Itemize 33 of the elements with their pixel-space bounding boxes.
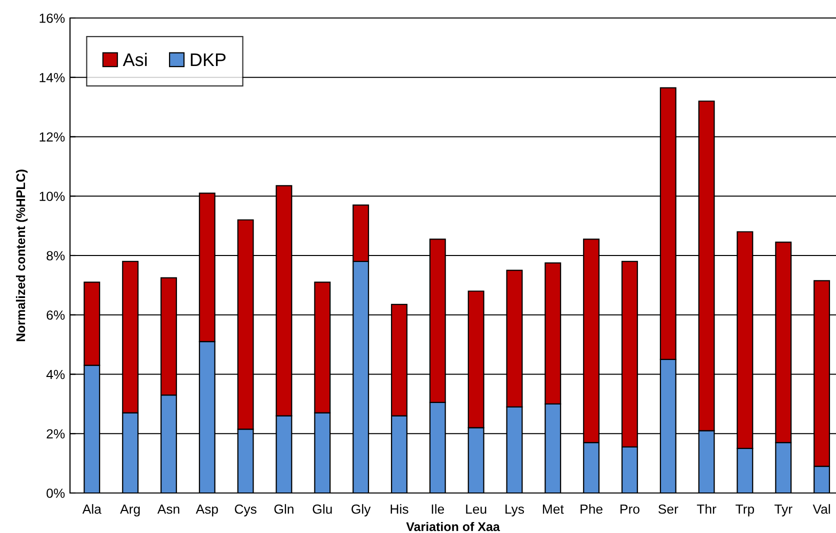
- x-tick-label: Tyr: [774, 504, 792, 516]
- x-tick-label: Pro: [620, 504, 640, 514]
- x-tick-label: Trp: [736, 504, 754, 516]
- x-tick-label: His: [390, 504, 408, 514]
- x-tick-label: Thr: [696, 504, 716, 514]
- x-tick-label: Cys: [234, 504, 256, 516]
- x-tick-label: Met: [542, 504, 564, 514]
- x-axis-title: Variation of Xaa: [406, 522, 500, 532]
- y-tick-label: 2%: [46, 429, 65, 438]
- x-tick-label: Asn: [157, 504, 180, 514]
- y-tick-label: 0%: [46, 488, 65, 498]
- x-tick-label: Asp: [196, 504, 218, 516]
- x-tick-label: Gln: [274, 504, 294, 514]
- y-tick-label: 4%: [46, 370, 65, 380]
- x-tick-label: Phe: [580, 504, 602, 514]
- legend-label: DKP: [190, 54, 226, 66]
- y-tick-label: 8%: [46, 251, 65, 260]
- x-tick-label: Val: [812, 504, 830, 514]
- y-tick-label: 16%: [40, 14, 65, 23]
- y-tick-label: 12%: [40, 132, 65, 142]
- x-tick-label: Ile: [432, 504, 444, 514]
- x-tick-label: Glu: [312, 504, 332, 514]
- x-tick-label: Gly: [352, 504, 371, 516]
- x-tick-label: Ala: [82, 504, 102, 514]
- x-tick-label: Lys: [506, 504, 524, 516]
- x-tick-label: Arg: [120, 504, 140, 516]
- y-tick-label: 10%: [40, 192, 65, 202]
- x-tick-label: Ser: [658, 504, 678, 514]
- y-tick-label: 6%: [46, 310, 65, 320]
- y-tick-label: 14%: [40, 73, 65, 82]
- x-tick-label: Leu: [466, 504, 486, 514]
- y-axis-title: Normalized content (%HPLC): [16, 170, 28, 342]
- legend-label: Asi: [122, 52, 147, 66]
